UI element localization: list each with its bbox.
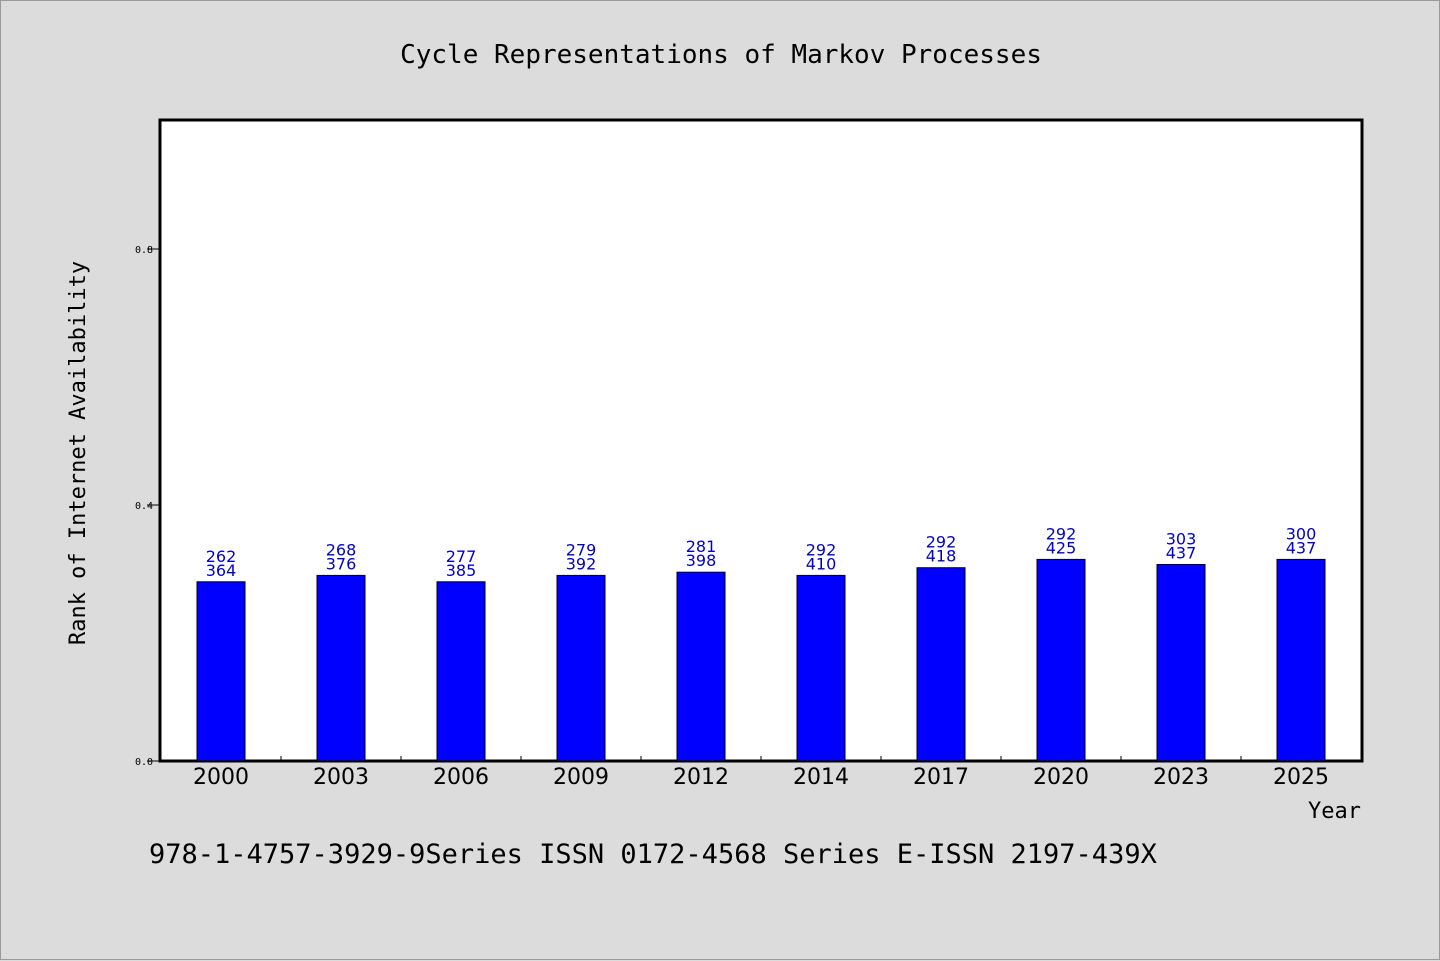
- bar: [556, 574, 606, 762]
- data-label-top: 262: [206, 547, 237, 566]
- data-label-bottom: 398: [686, 551, 717, 570]
- bar: [196, 581, 246, 762]
- data-label-bottom: 437: [1286, 538, 1317, 557]
- data-label-bottom: 418: [926, 547, 957, 566]
- x-axis: 2000 2003 2006 2009 2012 2014 2017 2020 2023 2025: [193, 756, 1329, 790]
- x-tick-label: 2014: [793, 765, 849, 790]
- data-label-bottom: 437: [1166, 544, 1197, 563]
- bar: [796, 574, 846, 762]
- data-label-top: 300: [1286, 524, 1317, 543]
- data-label-bottom: 385: [446, 561, 477, 580]
- bars: [196, 558, 1326, 762]
- y-tick-label: 0.4: [135, 501, 153, 512]
- x-tick-label: 2012: [673, 765, 729, 790]
- bar: [436, 581, 486, 762]
- data-label-top: 292: [1046, 524, 1077, 543]
- x-tick-label: 2020: [1033, 765, 1089, 790]
- data-label-top: 268: [326, 540, 357, 559]
- data-label-bottom: 425: [1046, 538, 1077, 557]
- data-label-top: 279: [566, 540, 597, 559]
- y-tick-label: 0.0: [135, 757, 153, 768]
- bar: [1276, 558, 1326, 762]
- x-axis-label: Year: [1308, 799, 1361, 824]
- x-tick-label: 2025: [1273, 765, 1329, 790]
- bar: [1156, 564, 1206, 762]
- bar: [676, 571, 726, 762]
- x-tick-label: 2017: [913, 765, 969, 790]
- data-label-top: 281: [686, 537, 717, 556]
- chart-title: Cycle Representations of Markov Processe…: [400, 40, 1042, 70]
- bar: [916, 567, 966, 762]
- data-label-top: 292: [926, 533, 957, 552]
- bar: [1036, 558, 1086, 762]
- bar: [316, 574, 366, 762]
- footer-isbn-text: 978-1-4757-3929-9Series ISSN 0172-4568 S…: [149, 839, 1157, 870]
- data-label-top: 303: [1166, 530, 1197, 549]
- y-axis-label: Rank of Internet Availability: [66, 261, 91, 645]
- data-label-bottom: 410: [806, 554, 837, 573]
- x-tick-label: 2023: [1153, 765, 1209, 790]
- y-axis: 0.0 0.4 0.8: [135, 245, 161, 768]
- x-tick-label: 2000: [193, 765, 249, 790]
- x-tick-label: 2009: [553, 765, 609, 790]
- x-tick-label: 2003: [313, 765, 369, 790]
- x-tick-label: 2006: [433, 765, 489, 790]
- data-label-bottom: 376: [326, 554, 357, 573]
- data-label-bottom: 364: [206, 561, 237, 580]
- y-tick-label: 0.8: [135, 245, 153, 256]
- data-label-top: 292: [806, 540, 837, 559]
- data-label-bottom: 392: [566, 554, 597, 573]
- data-label-top: 277: [446, 547, 477, 566]
